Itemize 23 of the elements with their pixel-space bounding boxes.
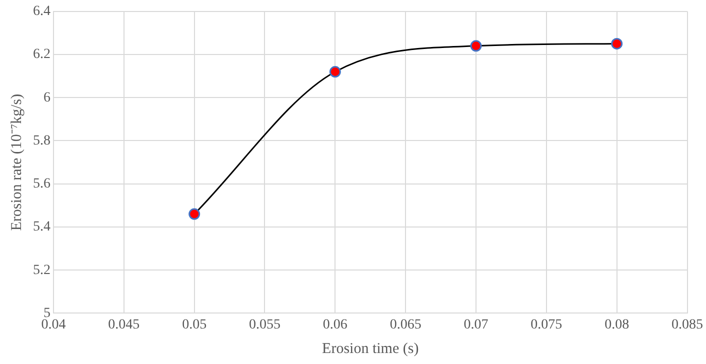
x-tick-label: 0.08 <box>604 317 630 332</box>
y-tick-label: 5.4 <box>33 220 50 235</box>
point <box>470 40 482 52</box>
x-tick-label: 0.055 <box>249 317 280 332</box>
x-tick-label: 0.05 <box>182 317 207 332</box>
y-tick-label: 5.2 <box>33 262 50 278</box>
x-tick-label: 0.085 <box>672 317 703 332</box>
y-tick-label: 6.4 <box>33 4 50 20</box>
y-tick-label: 6 <box>44 90 50 106</box>
x-tick-label: 0.06 <box>322 317 348 332</box>
point <box>188 208 200 220</box>
x-axis-title: Erosion time (s) <box>322 340 419 357</box>
x-tick-label: 0.04 <box>41 317 66 332</box>
x-tick-label: 0.045 <box>108 317 140 332</box>
x-tick-label: 0.065 <box>390 317 422 332</box>
y-axis-title: Erosion rate (10⁻⁷kg/s) <box>8 94 25 231</box>
y-tick-label: 6.2 <box>33 47 50 62</box>
y-tick-label: 5.8 <box>33 133 50 148</box>
x-tick-label: 0.075 <box>530 317 562 332</box>
point <box>329 66 341 78</box>
y-tick-label: 5.6 <box>33 176 50 192</box>
point <box>611 38 623 50</box>
x-tick-label: 0.07 <box>464 317 488 332</box>
